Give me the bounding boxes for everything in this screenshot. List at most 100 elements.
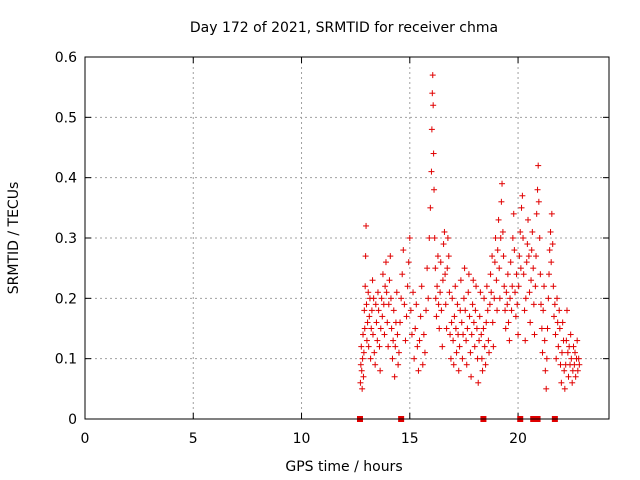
data-point	[512, 289, 519, 296]
data-point	[494, 247, 501, 254]
data-point	[435, 301, 442, 308]
data-point	[504, 301, 511, 308]
data-point	[509, 235, 516, 241]
data-point	[421, 349, 428, 356]
data-point	[565, 373, 572, 380]
data-point	[485, 337, 492, 344]
data-point	[469, 301, 476, 308]
data-point	[444, 265, 451, 272]
x-tick-label: 5	[189, 431, 198, 447]
data-point	[559, 319, 566, 326]
data-point	[418, 283, 425, 290]
data-point	[478, 355, 485, 362]
data-point	[505, 319, 512, 326]
data-point	[394, 331, 401, 338]
data-point	[492, 235, 499, 241]
data-point	[576, 361, 583, 368]
x-tick-label: 0	[81, 431, 90, 447]
data-point	[360, 349, 367, 356]
data-point	[551, 301, 558, 308]
data-point	[406, 235, 413, 241]
data-point	[365, 289, 372, 296]
data-point	[459, 355, 466, 362]
data-point	[360, 331, 367, 338]
data-point	[563, 307, 570, 314]
data-point	[472, 307, 479, 314]
data-point	[374, 289, 381, 296]
data-point	[543, 385, 550, 392]
data-point	[361, 307, 368, 314]
data-point	[515, 283, 522, 290]
data-point	[553, 355, 560, 362]
data-point	[452, 283, 459, 290]
data-point	[455, 367, 462, 374]
data-point	[395, 349, 402, 356]
data-point	[405, 259, 412, 266]
data-point	[393, 289, 400, 296]
data-point	[390, 337, 397, 344]
data-point	[496, 265, 503, 272]
data-points	[357, 72, 583, 392]
data-point	[369, 277, 376, 284]
data-point	[575, 355, 582, 362]
data-point	[360, 373, 367, 380]
data-point	[574, 337, 581, 344]
data-point	[379, 313, 386, 320]
data-point	[447, 355, 454, 362]
data-point	[494, 307, 501, 314]
y-tick-label: 0.1	[55, 352, 77, 368]
data-point	[510, 210, 517, 217]
data-point	[532, 283, 539, 290]
data-point	[547, 228, 554, 235]
data-point	[447, 331, 454, 338]
data-point	[444, 235, 451, 241]
data-point	[466, 313, 473, 320]
data-point	[373, 319, 380, 326]
data-point	[523, 259, 530, 266]
data-point	[363, 337, 370, 344]
x-axis-label: GPS time / hours	[285, 459, 402, 475]
data-point	[400, 247, 407, 254]
data-point	[463, 361, 470, 368]
data-point	[385, 343, 392, 350]
data-point	[386, 277, 393, 284]
data-point	[499, 228, 506, 235]
data-point	[519, 192, 526, 199]
data-point	[481, 295, 488, 302]
data-point	[544, 325, 551, 332]
data-point	[389, 355, 396, 362]
data-point	[411, 355, 418, 362]
data-point	[483, 319, 490, 326]
data-point	[525, 216, 532, 223]
data-point	[507, 259, 514, 266]
data-point	[514, 301, 521, 308]
data-point	[456, 343, 463, 350]
data-point	[471, 343, 478, 350]
data-point	[437, 259, 444, 266]
data-point	[460, 331, 467, 338]
data-point	[568, 355, 575, 362]
data-point	[457, 277, 464, 284]
data-point	[540, 307, 547, 314]
data-point	[486, 349, 493, 356]
data-point	[364, 319, 371, 326]
y-tick-label: 0.2	[55, 291, 77, 307]
data-point	[431, 186, 438, 193]
data-point	[538, 301, 545, 308]
data-point	[520, 271, 527, 278]
data-point	[391, 373, 398, 380]
data-point	[512, 313, 519, 320]
data-point	[392, 343, 399, 350]
data-point	[518, 204, 525, 211]
data-point	[430, 150, 437, 157]
data-point	[541, 283, 548, 290]
data-point	[468, 331, 475, 338]
data-point	[502, 307, 509, 314]
data-point	[367, 355, 374, 362]
data-point	[462, 307, 469, 314]
data-point	[425, 295, 432, 302]
data-point	[473, 325, 480, 332]
data-point	[535, 162, 542, 169]
data-point	[539, 349, 546, 356]
data-point	[541, 337, 548, 344]
